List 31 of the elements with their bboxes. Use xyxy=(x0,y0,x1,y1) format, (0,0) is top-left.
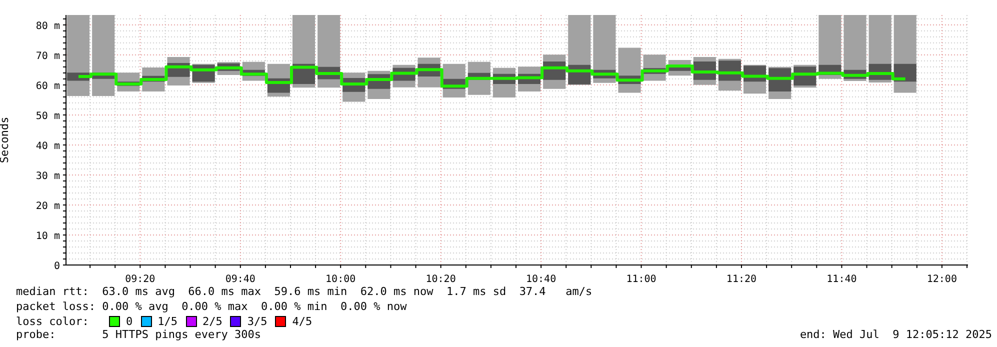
text: 1/5 xyxy=(158,315,178,328)
text: 4/5 xyxy=(292,315,312,328)
y-axis-title: Seconds xyxy=(0,116,11,164)
x-tick-label: 11:40 xyxy=(826,274,857,285)
y-tick-label: 40 m xyxy=(36,140,60,152)
text: median rtt: 63.0 ms avg 66.0 ms max 59.6 ms min 62.0 ms now 1.7 ms sd 37.4 am/s xyxy=(16,285,592,298)
text: 3/5 xyxy=(247,315,268,328)
text: 0 xyxy=(126,315,133,328)
y-tick-label: 60 m xyxy=(36,80,60,92)
x-tick-label: 11:20 xyxy=(726,274,757,285)
bar xyxy=(66,15,90,96)
x-tick-label: 10:00 xyxy=(326,274,356,285)
x-tick-label: 10:20 xyxy=(426,274,456,285)
text: loss color: xyxy=(16,315,90,328)
y-tick-label: 80 m xyxy=(36,20,60,32)
y-tick-label: 50 m xyxy=(36,110,60,122)
bar xyxy=(92,15,115,96)
text: end: Wed Jul 9 12:05:12 2025 xyxy=(800,328,992,341)
y-tick-label: 70 m xyxy=(36,50,60,62)
y-tick-label: 10 m xyxy=(36,230,60,242)
x-tick-label: 11:00 xyxy=(626,274,656,285)
y-tick-label: 0 xyxy=(54,261,60,272)
x-tick-label: 09:20 xyxy=(125,274,156,285)
text: packet loss: 0.00 % avg 0.00 % max 0.00 % min 0.00 % now xyxy=(16,300,407,313)
x-tick-label: 10:40 xyxy=(526,274,556,285)
x-tick-label: 12:00 xyxy=(926,274,957,285)
y-tick-label: 20 m xyxy=(36,200,60,212)
text: probe: 5 HTTPS pings every 300s xyxy=(16,328,262,341)
text: 2/5 xyxy=(202,315,222,328)
y-tick-label: 30 m xyxy=(36,170,60,182)
x-tick-label: 09:40 xyxy=(225,274,256,285)
